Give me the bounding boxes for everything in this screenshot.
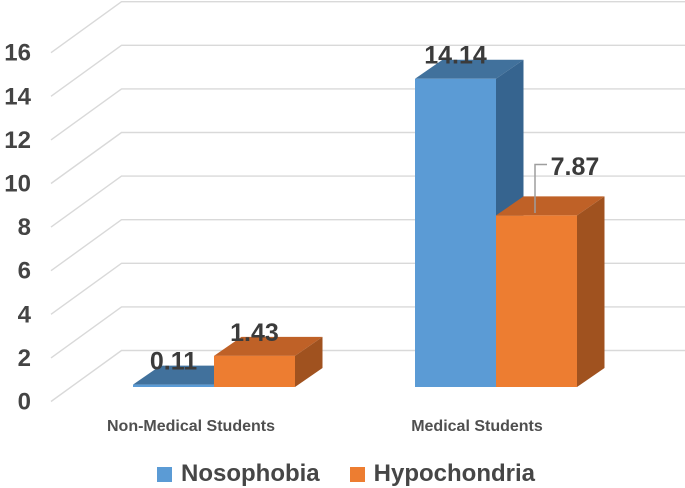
bar-front-face	[133, 384, 214, 387]
y-axis-tick-label: 2	[18, 345, 31, 372]
data-label: 14.14	[424, 42, 487, 70]
y-axis-tick-label: 12	[4, 127, 31, 154]
leader-lines	[534, 163, 547, 213]
legend-item-hypochondria: Hypochondria	[349, 460, 535, 487]
data-label: 0.11	[150, 348, 197, 376]
legend-item-nosophobia: Nosophobia	[157, 462, 320, 486]
bar-front-face	[415, 78, 496, 388]
y-axis-tick-label: 10	[4, 171, 31, 198]
legend-swatch-icon	[349, 466, 365, 482]
category-label: Medical Students	[411, 418, 543, 435]
y-axis-tick-label: 6	[18, 258, 31, 285]
gridline	[50, 44, 685, 97]
data-label: 1.43	[230, 319, 279, 347]
y-axis-labels: 0 2 4 6 8 10 12 14 16	[4, 40, 31, 416]
y-axis-tick-label: 14	[4, 83, 31, 110]
bar-front-face	[214, 355, 295, 387]
category-labels: Non-Medical Students Medical Students	[107, 418, 543, 435]
bars	[133, 59, 605, 388]
data-label: 7.87	[551, 153, 600, 181]
category-label: Non-Medical Students	[107, 418, 275, 435]
legend-label: Hypochondria	[373, 460, 535, 487]
legend: Nosophobia Hypochondria	[157, 462, 535, 486]
y-axis-tick-label: 8	[18, 214, 31, 241]
bar-side-face	[295, 336, 323, 387]
bar-top-face	[415, 59, 524, 79]
bar-top-face	[496, 196, 605, 216]
bar-front-face	[496, 215, 577, 387]
y-axis-tick-label: 16	[4, 40, 31, 67]
bar-hypochondria-2	[496, 196, 605, 387]
bar-hypochondria-1	[214, 336, 323, 387]
data-labels: 0.11 14.14 1.43 7.87	[150, 42, 599, 376]
legend-label: Nosophobia	[181, 460, 320, 487]
label-leader-line	[534, 163, 547, 213]
y-axis-tick-label: 0	[18, 389, 31, 416]
bar-top-face	[214, 336, 323, 356]
gridline	[50, 0, 685, 54]
bar-side-face	[577, 196, 605, 387]
legend-swatch-icon	[157, 466, 172, 482]
bar-nosophobia-2	[415, 59, 524, 388]
y-axis-tick-label: 4	[18, 301, 32, 328]
gridlines	[50, 0, 685, 403]
